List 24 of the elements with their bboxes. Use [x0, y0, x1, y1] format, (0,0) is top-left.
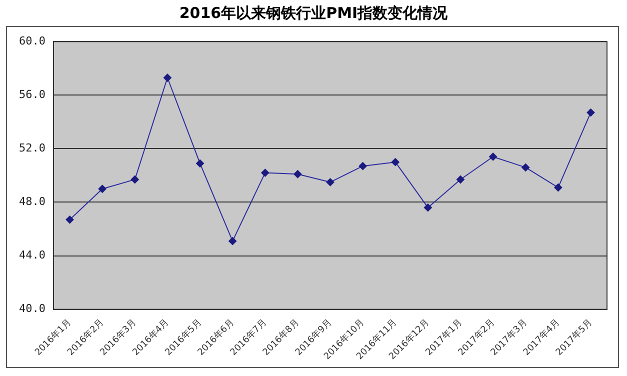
point: [294, 170, 302, 178]
point: [358, 162, 367, 170]
y-tick-label: 40.0: [18, 302, 46, 316]
point: [522, 163, 530, 172]
point: [554, 184, 562, 192]
point: [98, 184, 106, 193]
point: [196, 159, 204, 168]
y-tick-label: 56.0: [18, 88, 46, 102]
point: [456, 175, 464, 184]
point: [586, 108, 595, 117]
point: [163, 74, 172, 82]
point: [130, 175, 139, 184]
chart-title: 2016年以来钢铁行业PMI指数变化情况: [178, 4, 449, 23]
point: [261, 168, 270, 177]
point: [326, 178, 334, 186]
point: [489, 152, 498, 161]
point: [66, 216, 74, 224]
point: [228, 237, 237, 246]
point: [391, 158, 400, 166]
y-tick-label: 48.0: [18, 195, 46, 208]
y-tick-label: 60.0: [18, 34, 46, 48]
point: [424, 204, 432, 212]
y-tick-label: 52.0: [18, 142, 46, 155]
y-tick-label: 44.0: [18, 248, 46, 262]
